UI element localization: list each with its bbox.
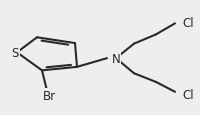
Text: Cl: Cl (182, 17, 194, 29)
Text: N: N (112, 52, 120, 65)
Text: Br: Br (42, 89, 56, 102)
Text: S: S (11, 46, 19, 59)
Text: Cl: Cl (182, 88, 194, 101)
